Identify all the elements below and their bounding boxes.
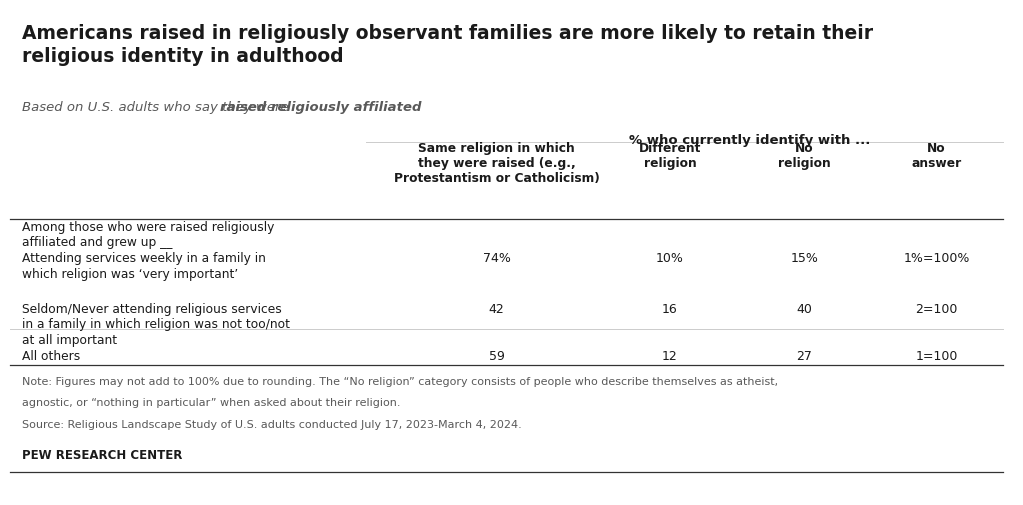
Text: 16: 16: [662, 302, 678, 316]
Text: 40: 40: [796, 302, 812, 316]
Text: 42: 42: [489, 302, 504, 316]
Text: 1=100: 1=100: [916, 349, 958, 363]
Text: Among those who were raised religiously
affiliated and grew up __: Among those who were raised religiously …: [23, 221, 274, 249]
Text: 12: 12: [662, 349, 678, 363]
Text: Americans raised in religiously observant families are more likely to retain the: Americans raised in religiously observan…: [23, 24, 874, 66]
Text: All others: All others: [23, 349, 81, 363]
Text: 2=100: 2=100: [916, 302, 958, 316]
Text: 10%: 10%: [656, 252, 683, 265]
Text: 15%: 15%: [791, 252, 818, 265]
Text: 27: 27: [796, 349, 812, 363]
Text: 1%=100%: 1%=100%: [903, 252, 970, 265]
Text: No
religion: No religion: [777, 142, 831, 170]
Text: Based on U.S. adults who say they were: Based on U.S. adults who say they were: [23, 100, 294, 114]
Text: raised religiously affiliated: raised religiously affiliated: [220, 100, 421, 114]
Text: Same religion in which
they were raised (e.g.,
Protestantism or Catholicism): Same religion in which they were raised …: [394, 142, 599, 185]
Text: PEW RESEARCH CENTER: PEW RESEARCH CENTER: [23, 449, 183, 462]
Text: % who currently identify with ...: % who currently identify with ...: [629, 134, 871, 146]
Text: 74%: 74%: [483, 252, 510, 265]
Text: agnostic, or “nothing in particular” when asked about their religion.: agnostic, or “nothing in particular” whe…: [23, 398, 401, 409]
Text: Note: Figures may not add to 100% due to rounding. The “No religion” category co: Note: Figures may not add to 100% due to…: [23, 377, 779, 387]
Text: Attending services weekly in a family in
which religion was ‘very important’: Attending services weekly in a family in…: [23, 252, 266, 281]
Text: 59: 59: [489, 349, 504, 363]
Text: Source: Religious Landscape Study of U.S. adults conducted July 17, 2023-March 4: Source: Religious Landscape Study of U.S…: [23, 420, 522, 430]
Text: Seldom/Never attending religious services
in a family in which religion was not : Seldom/Never attending religious service…: [23, 302, 291, 346]
Text: No
answer: No answer: [911, 142, 962, 170]
Text: Different
religion: Different religion: [638, 142, 701, 170]
